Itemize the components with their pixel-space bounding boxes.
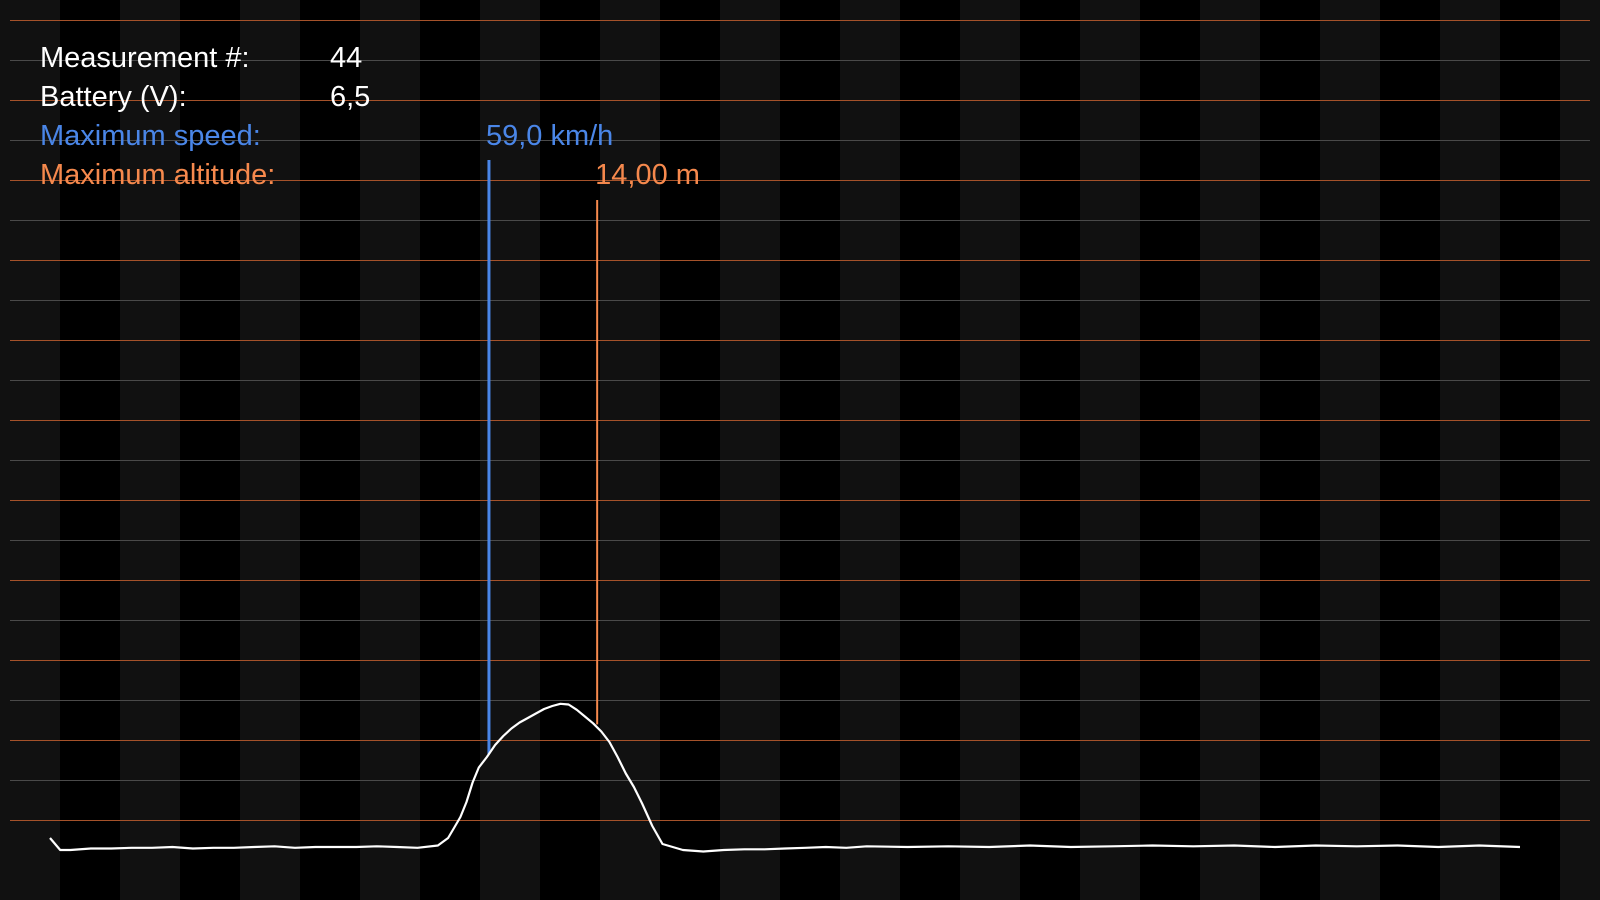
background-stripe [840, 0, 900, 900]
background-stripe [0, 0, 60, 900]
max-altitude-value: 14,00 m [595, 159, 700, 191]
background-stripe [1560, 0, 1600, 900]
measurement-value: 44 [330, 42, 363, 74]
max-speed-value: 59,0 km/h [485, 120, 614, 152]
background-stripe [120, 0, 180, 900]
background-stripe [600, 0, 660, 900]
background-stripe [1080, 0, 1140, 900]
horizontal-gridlines [10, 20, 1590, 821]
measurement-label: Measurement #: [40, 42, 250, 74]
battery-label: Battery (V): [40, 81, 187, 113]
background-stripe [1440, 0, 1500, 900]
background-stripe [240, 0, 300, 900]
background-stripe [960, 0, 1020, 900]
background-stripe [720, 0, 780, 900]
background-stripe [1320, 0, 1380, 900]
background-stripe [1200, 0, 1260, 900]
max-altitude-label: Maximum altitude: [40, 159, 276, 191]
max-speed-label: Maximum speed: [40, 120, 261, 152]
background-stripe [360, 0, 420, 900]
battery-value: 6,5 [330, 81, 371, 113]
altitude-trace-line [49, 702, 1521, 853]
